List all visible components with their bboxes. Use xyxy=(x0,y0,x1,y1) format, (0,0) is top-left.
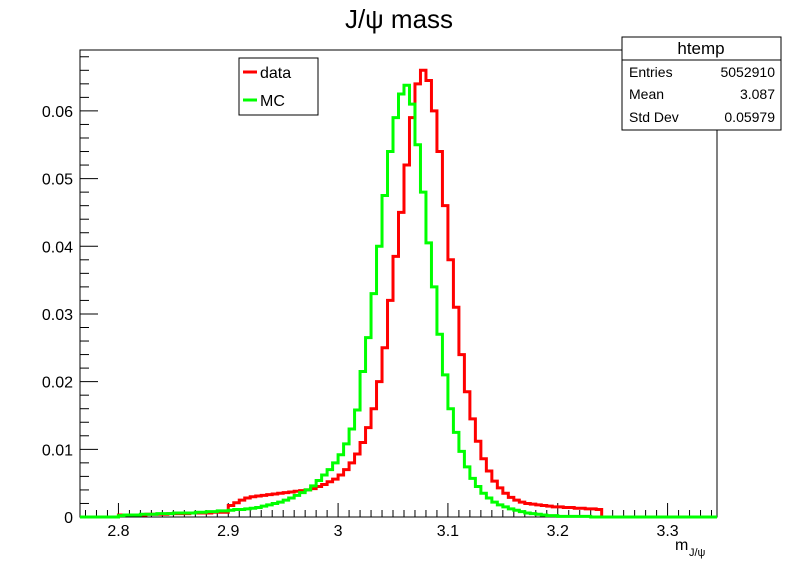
x-tick-label: 3.3 xyxy=(656,523,678,540)
legend-box xyxy=(238,57,319,116)
x-tick-label: 3.1 xyxy=(437,523,459,540)
plot-area: 2.8 2.9 3 3.1 3.2 3.3 0 0.01 0.02 0.03 0.04 0.05 0.… xyxy=(42,49,718,540)
legend-label-data: data xyxy=(260,65,291,82)
stats-box-frame xyxy=(621,36,782,131)
stats-mean-label: Mean xyxy=(629,86,664,102)
x-tick-label: 3 xyxy=(334,523,343,540)
y-tick-label: 0.06 xyxy=(42,104,73,121)
x-axis-label-subscript: J/ψ xyxy=(689,547,706,559)
stats-mean-value: 3.087 xyxy=(740,86,775,102)
series-line-data xyxy=(80,68,717,519)
plot-frame xyxy=(79,49,718,518)
stats-entries-value: 5052910 xyxy=(720,64,775,80)
stats-entries-label: Entries xyxy=(629,64,673,80)
y-axis-ticks: 0 0.01 0.02 0.03 0.04 0.05 0.06 xyxy=(42,56,98,527)
x-tick-label: 2.9 xyxy=(217,523,239,540)
y-tick-label: 0.05 xyxy=(42,172,73,189)
y-tick-label: 0.03 xyxy=(42,307,73,324)
x-axis-label-main: m xyxy=(675,537,688,554)
legend: data MC xyxy=(238,57,319,116)
y-tick-label: 0.04 xyxy=(42,239,73,256)
stats-box-title: htemp xyxy=(677,39,724,58)
x-tick-label: 3.2 xyxy=(547,523,569,540)
stats-stddev-value: 0.05979 xyxy=(724,109,775,125)
x-tick-label: 2.8 xyxy=(107,523,129,540)
chart-title: J/ψ mass xyxy=(345,4,453,34)
x-axis-label: m J/ψ xyxy=(675,537,706,559)
stats-stddev-label: Std Dev xyxy=(629,109,679,125)
series-line-mc xyxy=(80,83,717,519)
stats-box: htemp Entries 5052910 Mean 3.087 Std Dev… xyxy=(621,36,782,131)
y-tick-label: 0.01 xyxy=(42,442,73,459)
legend-label-mc: MC xyxy=(260,93,285,110)
y-tick-label: 0 xyxy=(64,510,73,527)
x-axis-ticks: 2.8 2.9 3 3.1 3.2 3.3 xyxy=(84,503,713,540)
y-tick-label: 0.02 xyxy=(42,375,73,392)
series-layer xyxy=(80,68,717,519)
